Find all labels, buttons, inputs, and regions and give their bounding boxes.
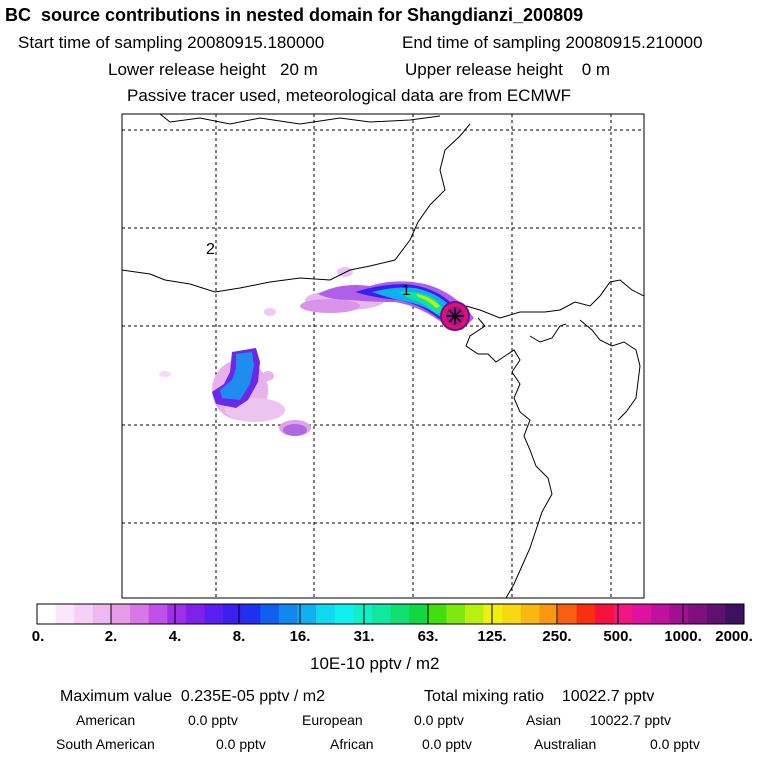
colorbar (37, 604, 745, 624)
colorbar-segment (409, 604, 429, 624)
colorbar-segment (483, 604, 503, 624)
colorbar-segment (278, 604, 298, 624)
colorbar-segment (297, 604, 317, 624)
colorbar-segment (316, 604, 336, 624)
south-american-label: South American (56, 736, 155, 752)
colorbar-segment (650, 604, 671, 624)
concentration-field (159, 267, 474, 436)
colorbar-segment (725, 604, 745, 624)
colorbar-tick-label: 125. (477, 628, 507, 645)
colorbar-tick-label: 2. (104, 628, 118, 645)
colorbar-segment (241, 604, 261, 624)
colorbar-segment (74, 604, 94, 624)
american-label: American (76, 712, 136, 728)
colorbar-segment (167, 604, 187, 624)
map-frame (121, 113, 645, 599)
tracer-info-label: Passive tracer used, meteorological data… (127, 86, 572, 105)
colorbar-segment (111, 604, 131, 624)
colorbar-segment (334, 604, 354, 624)
colorbar-tick-label: 500. (603, 628, 633, 645)
receptor-star-marker (446, 307, 464, 325)
lat-lon-grid (122, 114, 644, 598)
colorbar-segment (520, 604, 540, 624)
european-label: European (302, 712, 363, 728)
european-value: 0.0 pptv (414, 712, 464, 728)
colorbar-tick-label: 8. (232, 628, 246, 645)
maximum-value: Maximum value 0.235E-05 pptv / m2 (60, 688, 326, 705)
asian-label: Asian (526, 712, 562, 728)
map-area (122, 114, 644, 598)
colorbar-segment (632, 604, 652, 624)
colorbar-segment (446, 604, 466, 624)
upper-release-height-label: Upper release height 0 m (405, 60, 611, 79)
colorbar-segment (539, 604, 559, 624)
colorbar-tick-label: 4. (168, 628, 182, 645)
colorbar-tick-label: 63. (417, 628, 439, 645)
colorbar-segment (502, 604, 522, 624)
colorbar-segment (353, 604, 373, 624)
colorbar-segment (613, 604, 633, 624)
colorbar-segment (55, 604, 75, 624)
coastlines (122, 114, 644, 598)
colorbar-tick-label: 2000. (715, 628, 753, 645)
colorbar-segment (185, 604, 205, 624)
colorbar-segment (37, 604, 57, 624)
african-label: African (330, 736, 374, 752)
australian-value: 0.0 pptv (650, 736, 700, 752)
colorbar-segment (204, 604, 224, 624)
colorbar-unit: 10E-10 pptv / m2 (310, 654, 440, 673)
map-label-2: 2 (206, 241, 215, 258)
map-label-1: 1 (402, 282, 411, 299)
colorbar-frame (36, 603, 745, 625)
colorbar-segment (706, 604, 726, 624)
colorbar-tick-label: 31. (353, 628, 375, 645)
colorbar-segment (688, 604, 708, 624)
colorbar-segment (260, 604, 280, 624)
colorbar-segment (223, 604, 243, 624)
end-time-label: End time of sampling 20080915.210000 (402, 33, 703, 52)
colorbar-segment (148, 604, 168, 624)
colorbar-segment (464, 604, 485, 624)
colorbar-tick-label: 16. (289, 628, 311, 645)
american-value: 0.0 pptv (188, 712, 238, 728)
total-mixing-ratio: Total mixing ratio 10022.7 pptv (424, 688, 655, 705)
lower-release-height-label: Lower release height 20 m (108, 60, 318, 79)
colorbar-segment (669, 604, 689, 624)
colorbar-segment (427, 604, 447, 624)
colorbar-segment (130, 604, 150, 624)
start-time-label: Start time of sampling 20080915.180000 (18, 33, 325, 52)
australian-label: Australian (534, 736, 597, 752)
colorbar-segment (557, 604, 578, 624)
south-american-value: 0.0 pptv (216, 736, 266, 752)
colorbar-tick-label: 1000. (664, 628, 702, 645)
colorbar-tick-label: 0. (31, 628, 45, 645)
asian-value: 10022.7 pptv (590, 712, 671, 728)
african-value: 0.0 pptv (422, 736, 472, 752)
colorbar-segment (92, 604, 112, 624)
colorbar-segment (371, 604, 391, 624)
colorbar-segment (595, 604, 615, 624)
colorbar-tick-label: 250. (542, 628, 572, 645)
colorbar-segment (576, 604, 596, 624)
colorbar-segment (390, 604, 410, 624)
plot-title: BC source contributions in nested domain… (5, 5, 584, 25)
